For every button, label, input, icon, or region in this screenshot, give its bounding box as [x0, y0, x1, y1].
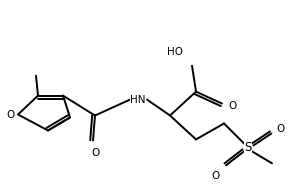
Text: O: O — [212, 171, 220, 181]
Text: O: O — [228, 101, 236, 111]
Text: O: O — [276, 124, 284, 135]
Text: HN: HN — [130, 95, 146, 105]
Text: O: O — [7, 109, 15, 120]
Text: HO: HO — [167, 47, 183, 57]
Text: S: S — [244, 141, 252, 154]
Text: O: O — [91, 148, 99, 158]
